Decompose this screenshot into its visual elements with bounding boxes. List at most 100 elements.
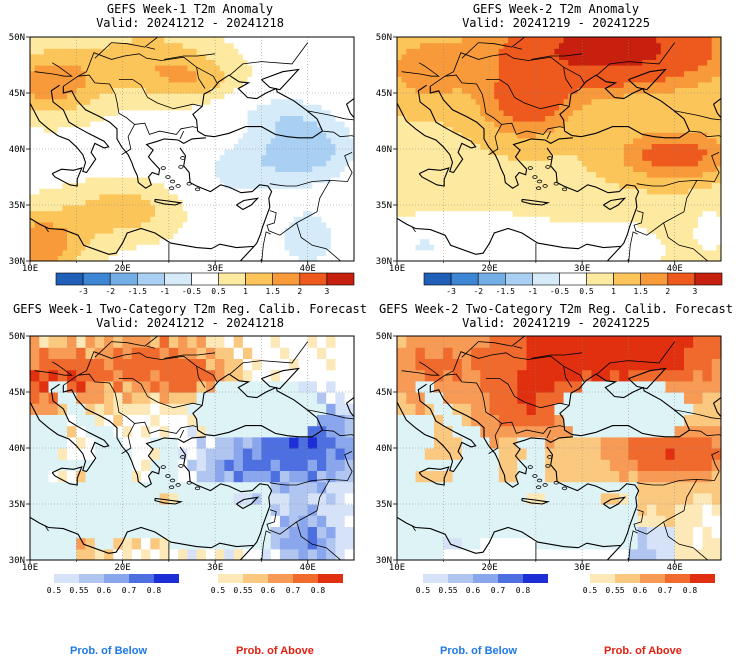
- grid-cell: [522, 42, 528, 49]
- grid-cell: [321, 93, 327, 100]
- grid-cell: [205, 109, 212, 116]
- grid-cell: [633, 143, 639, 150]
- grid-cell: [535, 137, 542, 144]
- grid-cell: [233, 149, 239, 156]
- grid-cell: [293, 171, 299, 178]
- grid-cell: [173, 160, 179, 167]
- grid-cell: [90, 93, 96, 100]
- grid-cell: [494, 216, 500, 223]
- grid-cell: [261, 132, 267, 139]
- grid-cell: [335, 205, 341, 212]
- grid-cell: [540, 210, 546, 217]
- grid-cell: [503, 188, 509, 195]
- grid-cell: [168, 210, 175, 217]
- grid-cell: [117, 216, 124, 223]
- grid-cell: [572, 104, 579, 111]
- grid-cell: [210, 182, 216, 189]
- grid-cell: [330, 149, 337, 156]
- grid-cell: [466, 210, 472, 217]
- grid-cell: [307, 255, 313, 261]
- grid-cell: [420, 81, 426, 88]
- grid-cell: [67, 210, 73, 217]
- grid-cell: [494, 238, 500, 245]
- grid-cell: [238, 37, 244, 44]
- grid-cell: [429, 42, 435, 49]
- grid-cell: [164, 48, 170, 55]
- grid-cell: [401, 81, 407, 88]
- grid-cell: [196, 216, 202, 223]
- grid-cell: [201, 59, 207, 66]
- grid-cell: [340, 109, 346, 116]
- grid-cell: [219, 238, 225, 245]
- grid-cell: [415, 37, 421, 44]
- grid-cell: [136, 154, 142, 161]
- grid-cell: [545, 149, 551, 156]
- grid-cell: [586, 87, 592, 94]
- grid-cell: [540, 227, 546, 234]
- grid-cell: [289, 149, 295, 156]
- grid-cell: [397, 238, 403, 245]
- grid-cell: [582, 93, 588, 100]
- grid-cell: [67, 233, 73, 240]
- grid-cell: [196, 132, 202, 139]
- grid-cell: [275, 53, 281, 60]
- grid-cell: [628, 205, 634, 212]
- grid-cell: [155, 210, 161, 217]
- grid-cell: [317, 59, 323, 66]
- grid-cell: [242, 182, 249, 189]
- grid-cell: [480, 48, 486, 55]
- grid-cell: [279, 188, 286, 195]
- grid-cell: [182, 227, 188, 234]
- grid-cell: [256, 210, 262, 217]
- grid-cell: [90, 98, 96, 105]
- grid-cell: [614, 115, 620, 122]
- grid-cell: [155, 126, 161, 133]
- grid-cell: [289, 137, 295, 144]
- grid-cell: [317, 98, 323, 105]
- grid-cell: [307, 143, 313, 150]
- grid-cell: [201, 48, 207, 55]
- grid-cell: [279, 70, 286, 77]
- grid-cell: [317, 70, 323, 77]
- grid-cell: [628, 221, 634, 228]
- grid-cell: [85, 143, 91, 150]
- grid-cell: [484, 188, 491, 195]
- grid-cell: [117, 160, 124, 167]
- grid-cell: [415, 42, 421, 49]
- grid-cell: [150, 244, 156, 251]
- grid-cell: [415, 126, 421, 133]
- grid-cell: [34, 104, 40, 111]
- grid-cell: [104, 160, 110, 167]
- grid-cell: [326, 76, 332, 83]
- grid-cell: [494, 255, 500, 261]
- grid-cell: [43, 65, 50, 72]
- grid-cell: [461, 42, 467, 49]
- grid-cell: [498, 233, 504, 240]
- grid-cell: [406, 188, 412, 195]
- grid-cell: [201, 171, 207, 178]
- grid-cell: [270, 81, 276, 88]
- grid-cell: [275, 126, 281, 133]
- grid-cell: [39, 121, 45, 128]
- grid-cell: [34, 53, 40, 60]
- grid-cell: [457, 59, 463, 66]
- grid-cell: [461, 188, 467, 195]
- grid-cell: [219, 109, 225, 116]
- grid-cell: [461, 53, 467, 60]
- grid-cell: [619, 37, 625, 44]
- grid-cell: [164, 255, 170, 261]
- grid-cell: [628, 233, 634, 240]
- grid-cell: [298, 227, 304, 234]
- grid-cell: [117, 177, 124, 184]
- grid-cell: [155, 121, 161, 128]
- grid-cell: [471, 182, 477, 189]
- grid-cell: [517, 98, 523, 105]
- grid-cell: [94, 98, 100, 105]
- grid-cell: [330, 233, 337, 240]
- grid-cell: [415, 115, 421, 122]
- grid-cell: [150, 42, 156, 49]
- grid-cell: [196, 199, 202, 206]
- grid-cell: [196, 255, 202, 261]
- grid-cell: [192, 65, 198, 72]
- grid-cell: [596, 104, 602, 111]
